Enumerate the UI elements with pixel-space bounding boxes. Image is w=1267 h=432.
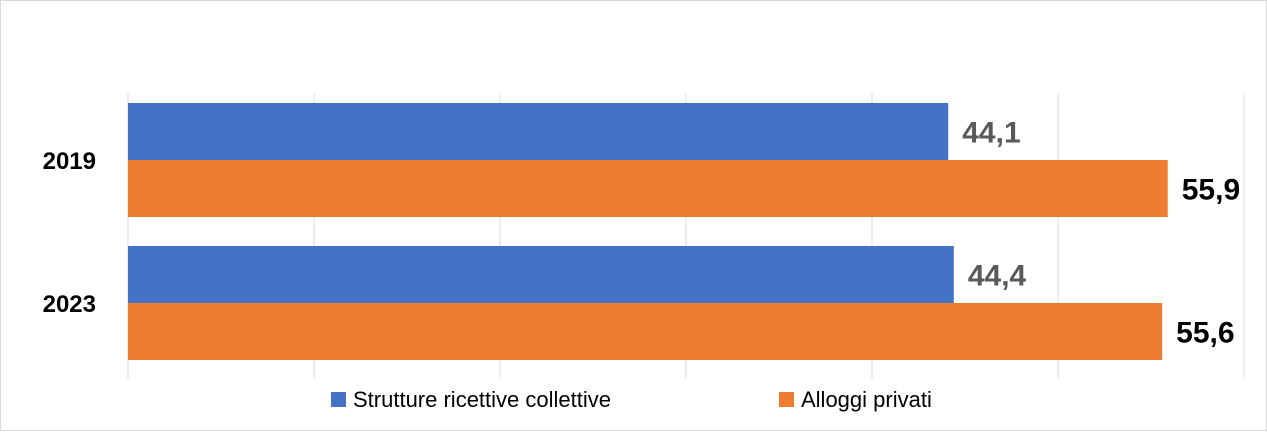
bar [128, 303, 1163, 360]
data-label: 55,6 [1176, 317, 1234, 350]
category-label: 2019 [43, 148, 96, 175]
bar [128, 160, 1168, 217]
legend-swatch [331, 392, 346, 407]
value-labels: 44,1 55,9 44,4 55,6 [962, 117, 1240, 350]
bars [128, 103, 1168, 360]
legend-label: Alloggi privati [801, 387, 932, 412]
data-label: 44,1 [962, 117, 1020, 150]
bar [128, 246, 954, 303]
legend-swatch [779, 392, 794, 407]
bar [128, 103, 949, 160]
data-label: 44,4 [968, 260, 1027, 293]
legend-label: Strutture ricettive collettive [353, 387, 611, 412]
data-label: 55,9 [1182, 174, 1240, 207]
category-labels: 2019 2023 [43, 148, 96, 318]
legend: Strutture ricettive collettive Alloggi pr… [331, 387, 932, 412]
category-label: 2023 [43, 291, 96, 318]
